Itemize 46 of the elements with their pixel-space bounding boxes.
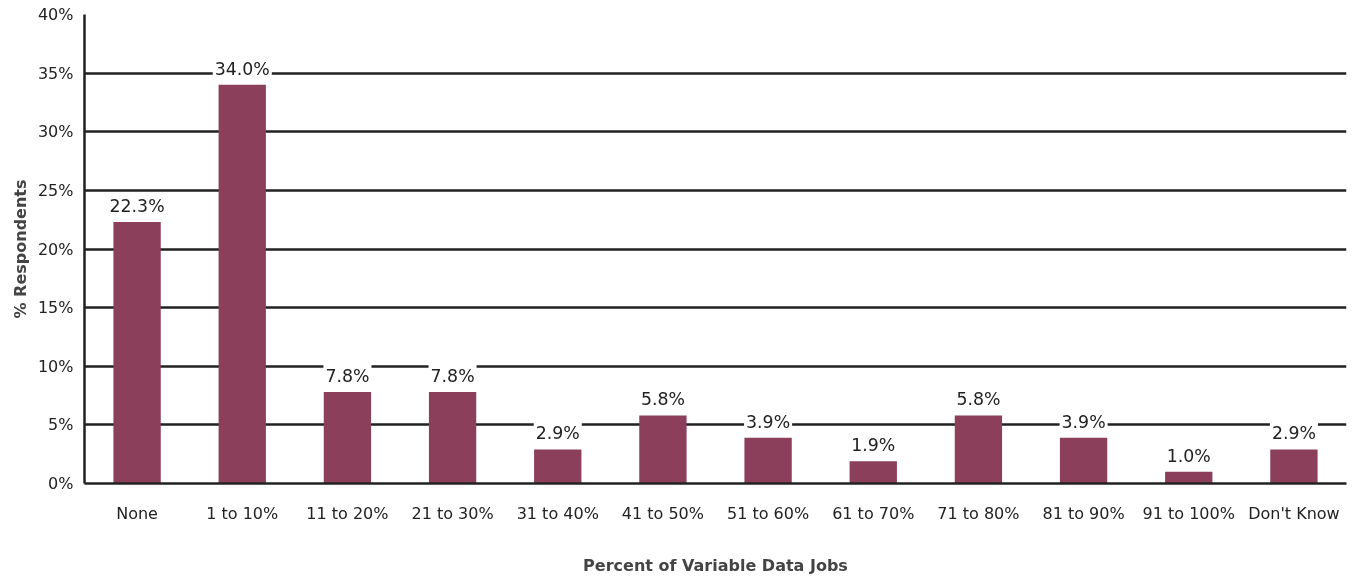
y-tick-label: 25% xyxy=(37,180,74,200)
y-tick-label: 10% xyxy=(37,356,74,376)
bar xyxy=(639,415,687,484)
data-label: 5.8% xyxy=(956,389,1001,410)
bar xyxy=(428,392,477,484)
bar xyxy=(218,84,266,484)
x-tick-label: 21 to 30% xyxy=(411,503,494,523)
x-tick-label: 1 to 10% xyxy=(206,503,279,523)
x-tick-label: 71 to 80% xyxy=(937,503,1020,523)
x-tick-label: 61 to 70% xyxy=(832,503,915,523)
x-axis-title: Percent of Variable Data Jobs xyxy=(583,555,848,575)
y-axis-title: % Respondents xyxy=(10,179,30,319)
x-tick-label: 51 to 60% xyxy=(727,503,810,523)
x-tick-label: 41 to 50% xyxy=(621,503,704,523)
x-tick-label: 91 to 100% xyxy=(1142,503,1235,523)
data-label: 7.8% xyxy=(430,366,475,387)
data-label: 2.9% xyxy=(535,423,580,444)
y-tick-label: 35% xyxy=(37,63,74,83)
data-label: 2.9% xyxy=(1271,423,1316,444)
data-label: 3.9% xyxy=(746,411,791,432)
y-tick-label: 20% xyxy=(37,239,74,259)
y-tick-label: 5% xyxy=(48,415,74,435)
x-tick-label: 31 to 40% xyxy=(516,503,599,523)
bar xyxy=(1059,437,1108,484)
y-tick-label: 15% xyxy=(37,298,74,318)
data-label: 5.8% xyxy=(640,389,685,410)
data-label: 3.9% xyxy=(1061,411,1106,432)
y-tick-label: 30% xyxy=(37,122,74,142)
x-tick-label: Don't Know xyxy=(1248,503,1340,523)
x-tick-label: None xyxy=(116,503,158,523)
bar xyxy=(323,392,372,484)
y-tick-label: 40% xyxy=(37,5,74,24)
bar xyxy=(849,461,897,484)
bar xyxy=(1270,449,1318,484)
bar xyxy=(113,222,161,484)
bar xyxy=(744,437,792,484)
data-label: 7.8% xyxy=(325,366,370,387)
x-tick-label: 11 to 20% xyxy=(306,503,389,523)
bar xyxy=(954,415,1003,484)
y-tick-label: 0% xyxy=(48,474,74,493)
data-label: 22.3% xyxy=(109,196,165,217)
x-tick-label: 81 to 90% xyxy=(1042,503,1125,523)
bar xyxy=(534,449,582,484)
data-label: 1.9% xyxy=(851,435,896,456)
data-label: 1.0% xyxy=(1166,445,1211,466)
data-label: 34.0% xyxy=(214,58,270,79)
